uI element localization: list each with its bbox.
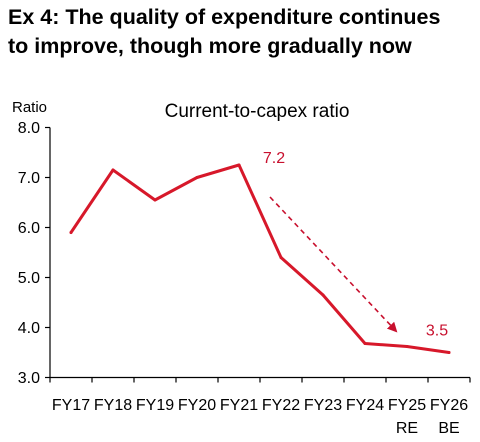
x-tick-label: FY19	[136, 397, 174, 414]
x-tick-label: FY26	[430, 397, 468, 414]
data-point	[111, 168, 115, 172]
title-line-2: to improve, though more gradually now	[8, 34, 412, 58]
x-tick-label: FY21	[220, 397, 258, 414]
x-tick-sublabel: RE	[396, 420, 418, 437]
x-tick-label: FY17	[52, 397, 90, 414]
data-point	[195, 176, 199, 179]
trend-arrow	[269, 196, 398, 333]
data-point	[363, 342, 367, 345]
x-tick-label: FY18	[94, 397, 132, 414]
y-tick-label: 4.0	[18, 320, 40, 337]
data-point	[279, 256, 283, 259]
y-tick-label: 3.0	[18, 370, 40, 387]
series	[69, 163, 451, 354]
y-tick-label: 8.0	[18, 120, 40, 137]
data-point	[405, 345, 409, 348]
series-line	[69, 163, 451, 354]
data-label: 7.2	[263, 150, 285, 167]
data-label: 3.5	[426, 323, 448, 340]
chart-subtitle: Current-to-capex ratio	[165, 101, 350, 122]
x-tick-label: FY22	[262, 397, 300, 414]
title-line-1: Ex 4: The quality of expenditure continu…	[8, 5, 441, 29]
axes	[49, 127, 470, 379]
data-point	[69, 231, 73, 234]
data-point	[321, 293, 325, 297]
x-tick-sublabel: BE	[438, 420, 459, 437]
annotations: 7.2 3.5	[263, 150, 448, 340]
x-tick-label: FY20	[178, 397, 216, 414]
x-tick-label: FY23	[304, 397, 342, 414]
data-point	[447, 351, 451, 354]
x-tick-label: FY25	[388, 397, 426, 414]
y-tick-label: 6.0	[18, 220, 40, 237]
y-tick-label: 5.0	[18, 270, 40, 287]
data-point	[153, 198, 157, 202]
data-point	[237, 163, 241, 167]
y-tick-label: 7.0	[18, 170, 40, 187]
x-tick-label: FY24	[346, 397, 384, 414]
y-axis-label: Ratio	[12, 99, 47, 116]
chart-title-header: Ex 4: The quality of expenditure continu…	[8, 3, 478, 61]
